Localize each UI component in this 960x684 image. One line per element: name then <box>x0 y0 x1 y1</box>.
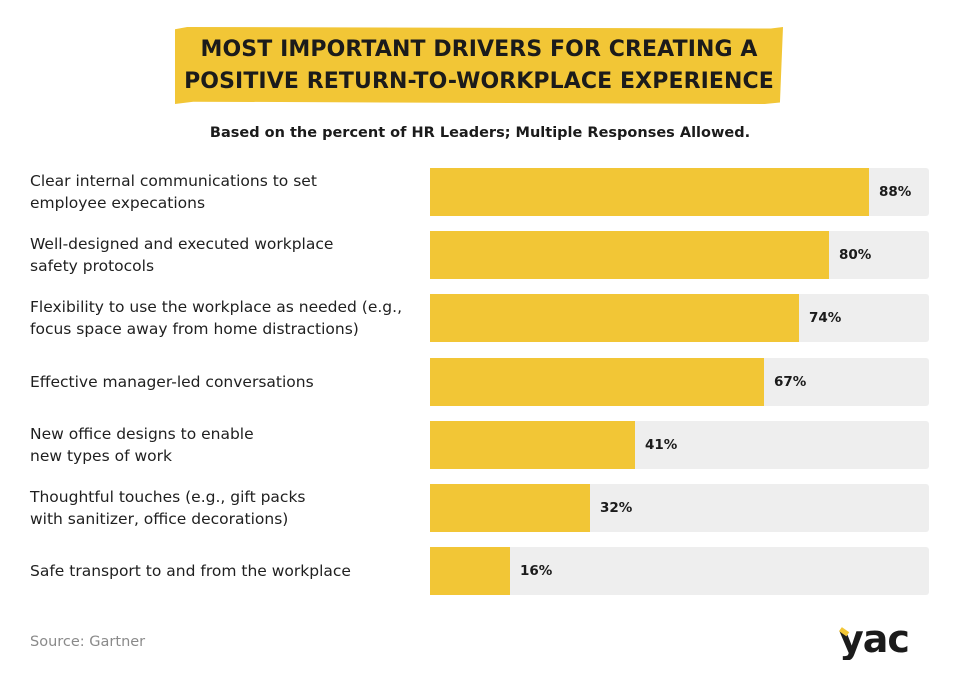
category-label: Well-designed and executed workplace safe… <box>30 231 420 279</box>
bar-row: Clear internal communications to set empl… <box>0 168 960 216</box>
value-label: 67% <box>774 374 807 390</box>
bar-track: 67% <box>430 358 929 406</box>
bar-track: 32% <box>430 484 929 532</box>
category-label-line: Safe transport to and from the workplace <box>30 562 351 580</box>
bar-row: Effective manager-led conversations 67% <box>0 358 960 406</box>
category-label-line: employee expecations <box>30 194 206 212</box>
logo-text: yac <box>839 620 909 660</box>
bar-track: 16% <box>430 547 929 595</box>
chart-title-line-1: MOST IMPORTANT DRIVERS FOR CREATING A <box>200 36 758 62</box>
title-banner: MOST IMPORTANT DRIVERS FOR CREATING A PO… <box>175 27 783 104</box>
bar <box>430 168 869 216</box>
category-label-line: with sanitizer, office decorations) <box>30 510 289 528</box>
value-label: 80% <box>839 247 872 263</box>
category-label-line: new types of work <box>30 447 172 465</box>
bar-row: Well-designed and executed workplace safe… <box>0 231 960 279</box>
category-label-line: safety protocols <box>30 257 155 275</box>
bar-track: 41% <box>430 421 929 469</box>
category-label-line: Effective manager-led conversations <box>30 373 314 391</box>
yac-logo: yac <box>839 620 910 660</box>
category-label: Flexibility to use the workplace as need… <box>30 294 420 342</box>
value-label: 41% <box>645 437 678 453</box>
value-label: 32% <box>600 500 633 516</box>
category-label: New office designs to enable new types of… <box>30 421 420 469</box>
bar <box>430 294 799 342</box>
bar <box>430 484 590 532</box>
bar-track: 80% <box>430 231 929 279</box>
value-label: 74% <box>809 310 842 326</box>
category-label: Clear internal communications to set empl… <box>30 168 420 216</box>
bar <box>430 358 764 406</box>
bar-row: Safe transport to and from the workplace… <box>0 547 960 595</box>
category-label-line: Well-designed and executed workplace <box>30 235 334 253</box>
category-label-line: focus space away from home distractions) <box>30 320 359 338</box>
bar-track: 74% <box>430 294 929 342</box>
bar <box>430 231 829 279</box>
logo-accent <box>839 627 850 637</box>
value-label: 16% <box>520 563 553 579</box>
category-label: Thoughtful touches (e.g., gift packs with… <box>30 484 420 532</box>
source-note: Source: Gartner <box>30 634 146 650</box>
bar <box>430 547 510 595</box>
chart-title-line-2: POSITIVE RETURN-TO-WORKPLACE EXPERIENCE <box>184 68 774 94</box>
bar <box>430 421 635 469</box>
category-label-line: Thoughtful touches (e.g., gift packs <box>30 488 306 506</box>
bar-row: Flexibility to use the workplace as need… <box>0 294 960 342</box>
category-label-line: Clear internal communications to set <box>30 172 317 190</box>
bar-track: 88% <box>430 168 929 216</box>
bar-row: Thoughtful touches (e.g., gift packs with… <box>0 484 960 532</box>
category-label: Safe transport to and from the workplace <box>30 547 420 595</box>
bar-row: New office designs to enable new types of… <box>0 421 960 469</box>
category-label-line: Flexibility to use the workplace as need… <box>30 298 402 316</box>
value-label: 88% <box>879 184 912 200</box>
category-label-line: New office designs to enable <box>30 425 254 443</box>
category-label: Effective manager-led conversations <box>30 358 420 406</box>
chart-subtitle: Based on the percent of HR Leaders; Mult… <box>209 125 751 141</box>
